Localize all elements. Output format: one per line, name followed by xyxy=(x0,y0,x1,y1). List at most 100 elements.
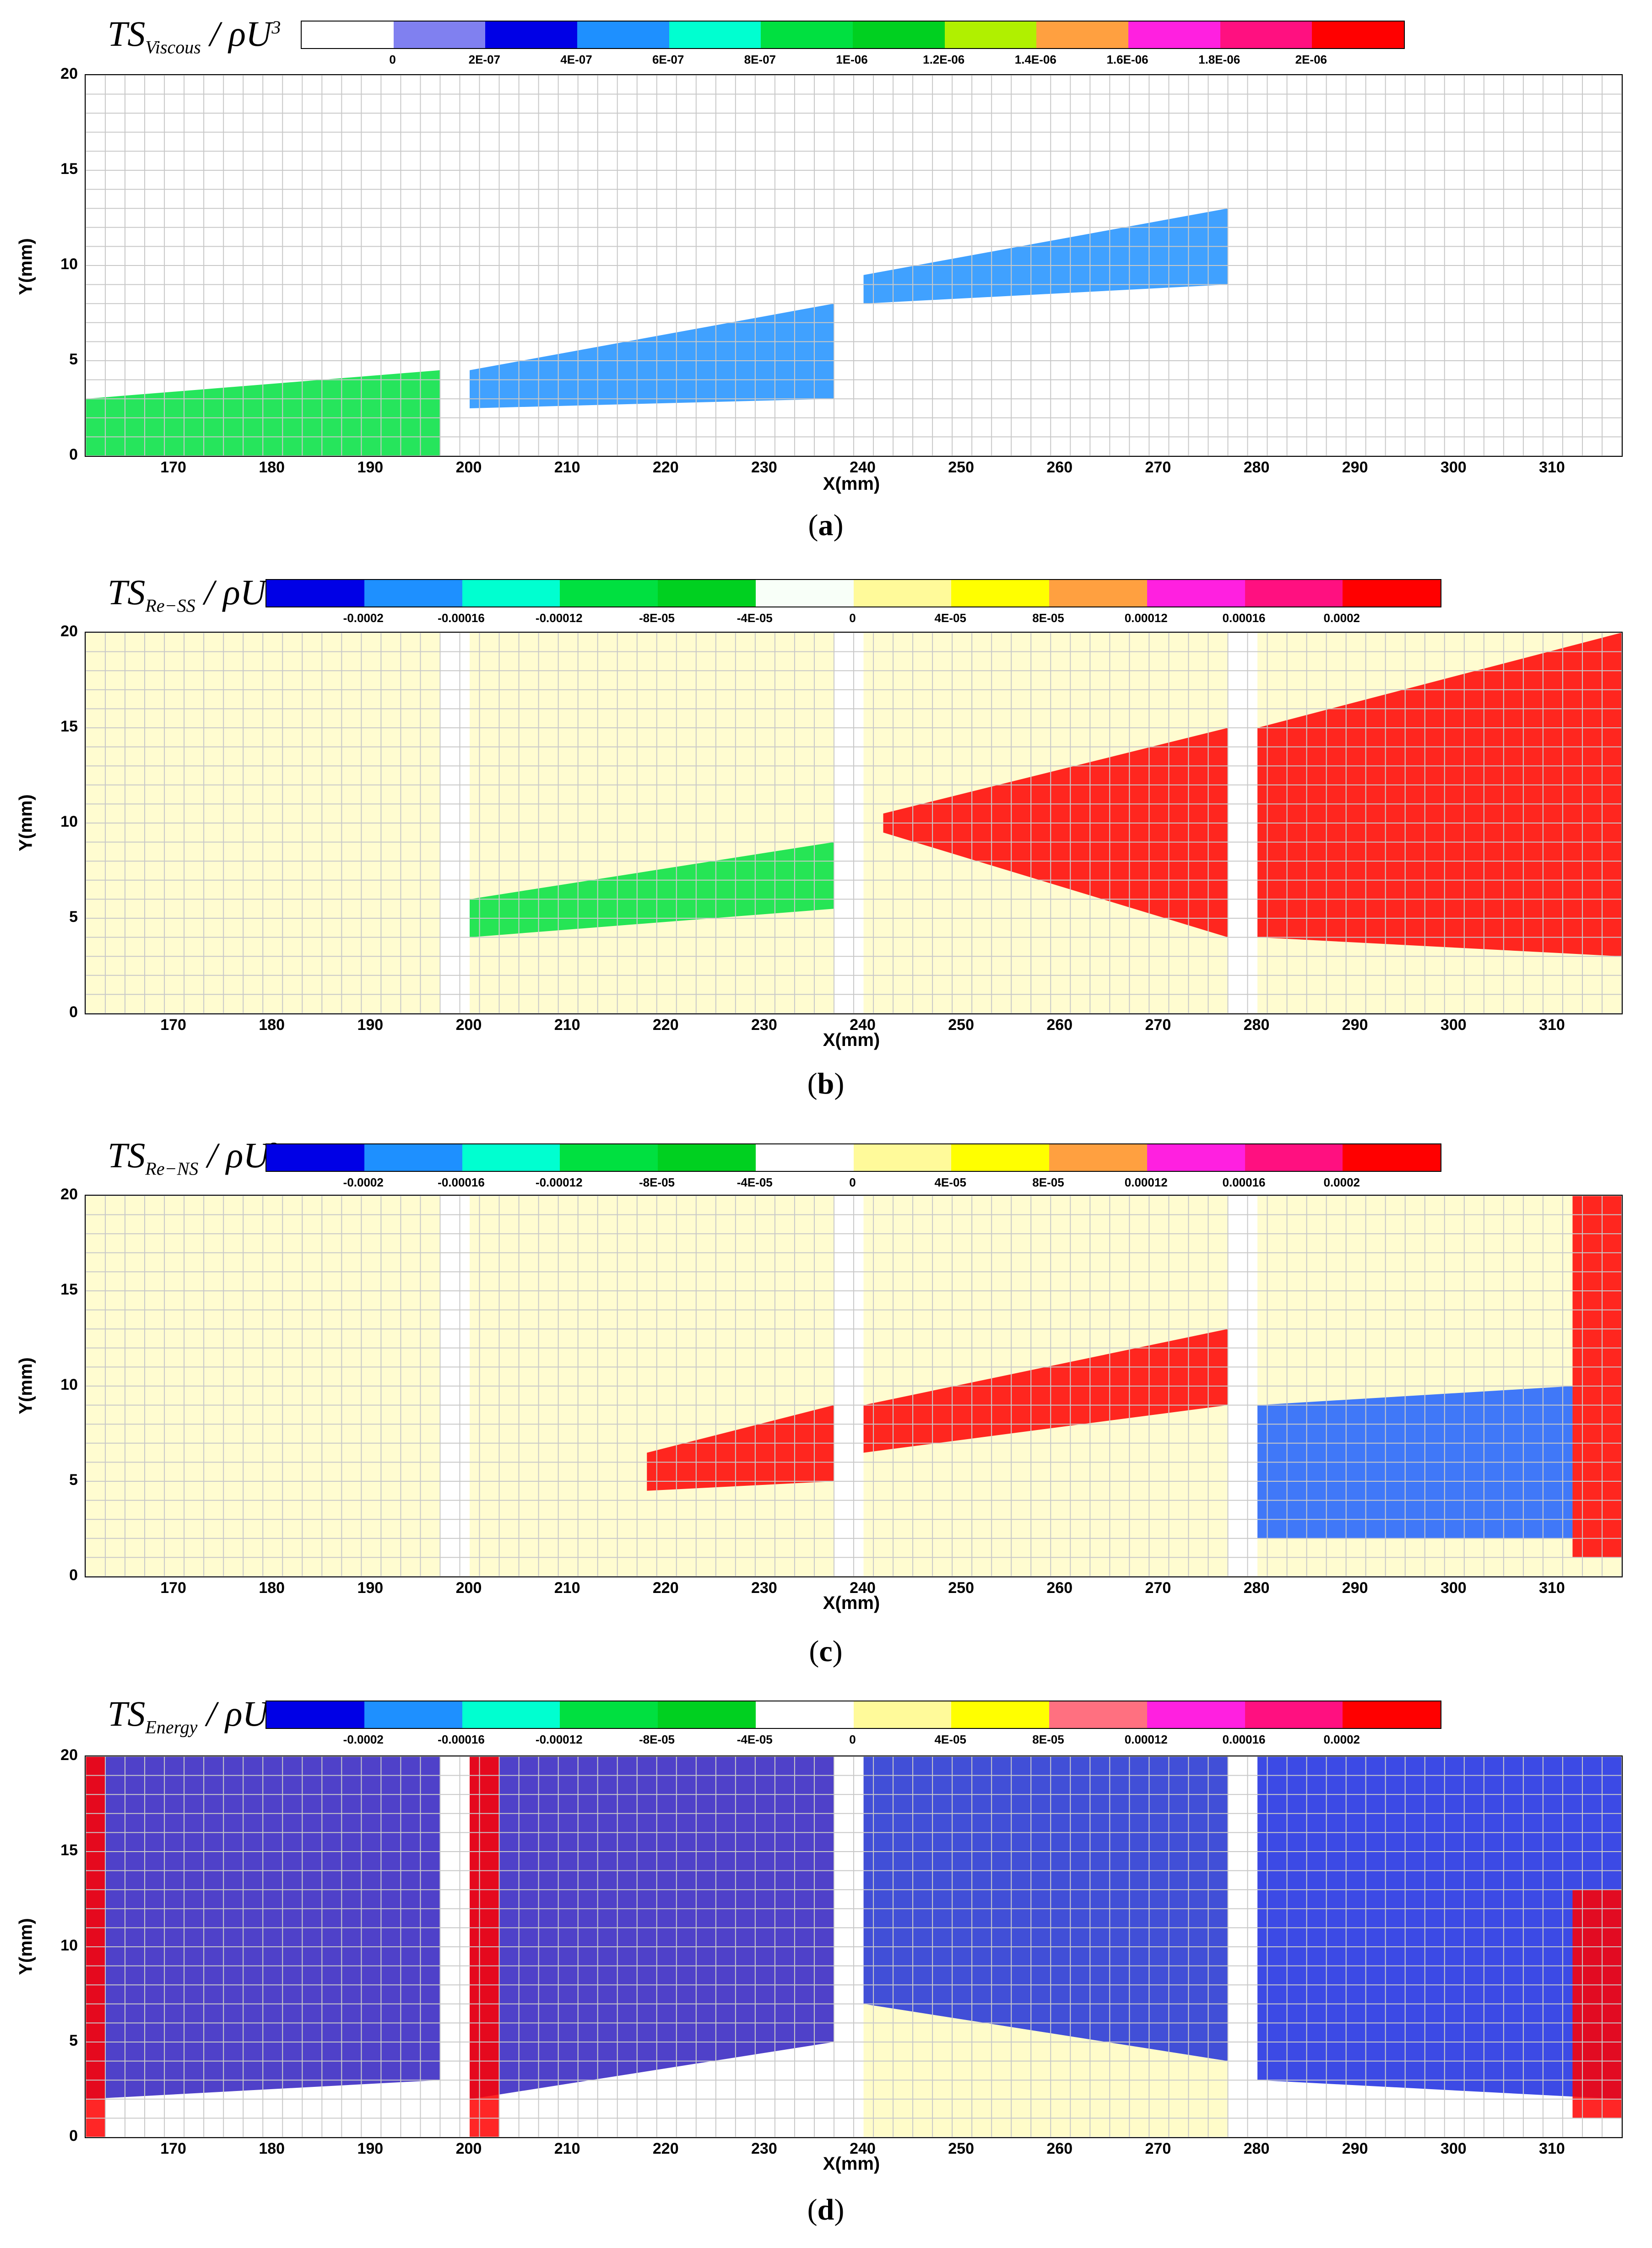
colorbar-swatch xyxy=(951,1144,1049,1171)
x-tick-label: 180 xyxy=(259,1579,285,1597)
colorbar-swatch xyxy=(669,22,761,48)
colorbar-tick-label: 0.00012 xyxy=(1124,1175,1168,1189)
colorbar-swatch xyxy=(485,22,578,48)
x-tick-label: 200 xyxy=(455,459,482,476)
colorbar-swatch xyxy=(393,22,486,48)
colorbar-swatch xyxy=(1049,580,1147,607)
x-tick-label: 310 xyxy=(1539,1579,1565,1597)
heatmap-svg xyxy=(86,633,1622,1013)
x-tick-label: 290 xyxy=(1342,459,1368,476)
x-tick-label: 210 xyxy=(554,2140,580,2157)
colorbar-swatch xyxy=(1220,22,1312,48)
y-axis-label-b: Y(mm) xyxy=(16,794,36,851)
colorbar-swatch xyxy=(1245,1701,1343,1728)
colorbar-tick-label: -0.0002 xyxy=(343,1733,384,1746)
x-tick-label: 260 xyxy=(1046,2140,1073,2157)
y-tick-label: 20 xyxy=(60,623,78,640)
colorbar-tick-label: 4E-05 xyxy=(934,1733,966,1746)
x-tick-label: 250 xyxy=(948,1579,975,1597)
colorbar-swatch xyxy=(364,580,462,607)
colorbar-swatch xyxy=(266,1144,364,1171)
colorbar-tick-label: 1.8E-06 xyxy=(1198,53,1240,66)
y-tick-label: 0 xyxy=(69,1566,78,1584)
colorbar-swatch xyxy=(658,1144,756,1171)
colorbar-swatch xyxy=(853,580,952,607)
colorbar-swatch xyxy=(1147,1144,1245,1171)
x-tick-label: 170 xyxy=(160,1579,186,1597)
plot-area-d xyxy=(85,1755,1623,2138)
colorbar-tick-label: 4E-05 xyxy=(934,611,966,625)
colorbar-tick-label: -0.00012 xyxy=(535,1175,583,1189)
colorbar-tick-label: 8E-05 xyxy=(1032,1175,1064,1189)
colorbar-tick-label: 1.4E-06 xyxy=(1014,53,1056,66)
x-tick-label: 230 xyxy=(751,1016,777,1034)
colorbar-tick-label: 8E-07 xyxy=(744,53,776,66)
heatmap-region xyxy=(470,303,834,408)
plot-area-b xyxy=(85,632,1623,1014)
x-tick-label: 190 xyxy=(357,1579,384,1597)
x-tick-label: 220 xyxy=(652,1016,679,1034)
x-tick-label: 220 xyxy=(652,459,679,476)
colorbar-swatch xyxy=(1049,1144,1147,1171)
heatmap-region xyxy=(863,1329,1228,1453)
colorbar-swatch xyxy=(1245,1144,1343,1171)
colorbar-swatch xyxy=(1343,1144,1441,1171)
caption-c: (c) xyxy=(809,1635,843,1668)
colorbar-swatch xyxy=(302,22,394,48)
colorbar-tick-label: -8E-05 xyxy=(639,1175,675,1189)
colorbar-swatch xyxy=(462,1144,560,1171)
y-tick-label: 10 xyxy=(60,1376,78,1393)
caption-b: (b) xyxy=(807,1067,845,1100)
x-tick-label: 190 xyxy=(357,2140,384,2157)
x-tick-label: 260 xyxy=(1046,459,1073,476)
x-tick-label: 290 xyxy=(1342,1016,1368,1034)
panel-c: TSRe−NS / ρU3 Y(mm) X(mm) (c) xyxy=(0,0,1652,1668)
x-tick-label: 240 xyxy=(850,1016,876,1034)
x-tick-label: 200 xyxy=(455,1579,482,1597)
colorbar-tick-label: -0.00012 xyxy=(535,611,583,625)
colorbar-tick-label: 0.00016 xyxy=(1222,611,1266,625)
plot-area-c xyxy=(85,1195,1623,1577)
colorbar-label-a: TSViscous / ρU3 xyxy=(108,14,281,58)
x-tick-label: 280 xyxy=(1243,459,1270,476)
colorbar-swatch xyxy=(266,1701,364,1728)
y-tick-label: 20 xyxy=(60,1186,78,1203)
x-tick-label: 300 xyxy=(1440,459,1467,476)
heatmap-region xyxy=(647,1405,834,1491)
x-tick-label: 250 xyxy=(948,2140,975,2157)
x-tick-label: 250 xyxy=(948,459,975,476)
y-tick-label: 15 xyxy=(60,160,78,178)
colorbar-tick-label: -0.00016 xyxy=(438,1733,485,1746)
colorbar-swatch xyxy=(658,1701,756,1728)
x-tick-label: 200 xyxy=(455,2140,482,2157)
x-tick-label: 310 xyxy=(1539,1016,1565,1034)
x-tick-label: 170 xyxy=(160,1016,186,1034)
x-tick-label: 300 xyxy=(1440,1579,1467,1597)
x-axis-label-a: X(mm) xyxy=(823,474,880,494)
colorbar-swatch xyxy=(853,1144,952,1171)
colorbar-swatch xyxy=(1128,22,1220,48)
y-tick-label: 0 xyxy=(69,1003,78,1021)
colorbar-tick-label: 1.6E-06 xyxy=(1106,53,1148,66)
colorbar-d xyxy=(265,1701,1441,1729)
colorbar-tick-label: -4E-05 xyxy=(737,611,773,625)
colorbar-swatch xyxy=(1343,580,1441,607)
x-tick-label: 210 xyxy=(554,1016,580,1034)
x-tick-label: 240 xyxy=(850,1579,876,1597)
heatmap-svg xyxy=(86,75,1622,456)
x-tick-label: 180 xyxy=(259,459,285,476)
colorbar-swatch xyxy=(364,1701,462,1728)
colorbar-swatch xyxy=(951,580,1049,607)
colorbar-swatch xyxy=(1245,580,1343,607)
caption-a: (a) xyxy=(808,509,844,542)
colorbar-swatch xyxy=(1147,580,1245,607)
x-axis-label-c: X(mm) xyxy=(823,1593,880,1613)
x-tick-label: 280 xyxy=(1243,1016,1270,1034)
colorbar-tick-label: 1E-06 xyxy=(836,53,868,66)
y-tick-label: 15 xyxy=(60,1281,78,1298)
x-tick-label: 190 xyxy=(357,459,384,476)
colorbar-tick-label: 0.0002 xyxy=(1323,611,1360,625)
colorbar-tick-label: 0.0002 xyxy=(1323,1733,1360,1746)
y-tick-label: 5 xyxy=(69,2032,78,2049)
x-tick-label: 300 xyxy=(1440,1016,1467,1034)
